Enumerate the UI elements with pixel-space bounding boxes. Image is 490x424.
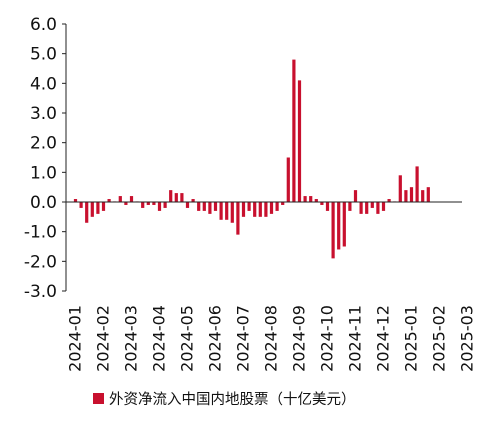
bar xyxy=(331,202,335,259)
bar xyxy=(213,202,218,211)
bar xyxy=(359,202,363,214)
bar xyxy=(297,80,302,202)
bar xyxy=(314,199,318,202)
bar xyxy=(124,202,128,205)
bar xyxy=(163,202,167,208)
bar xyxy=(236,202,240,235)
bar xyxy=(129,196,134,202)
x-tick-label: 2024-08 xyxy=(262,305,281,372)
bar xyxy=(387,199,391,202)
x-tick-label: 2025-03 xyxy=(458,305,477,372)
bar xyxy=(230,202,234,223)
x-tick-label: 2024-12 xyxy=(374,305,393,372)
bar xyxy=(337,202,341,250)
bar xyxy=(258,202,262,217)
bar xyxy=(426,187,430,202)
bar xyxy=(325,202,330,211)
bar xyxy=(185,202,190,208)
bar xyxy=(208,202,212,214)
bar xyxy=(157,202,162,211)
bar xyxy=(73,199,78,202)
bar xyxy=(409,187,414,202)
bar xyxy=(348,202,352,211)
bar xyxy=(85,202,89,223)
bar xyxy=(180,193,184,202)
bar xyxy=(303,196,307,202)
x-tick-label: 2025-02 xyxy=(430,305,449,372)
bar xyxy=(398,175,402,202)
legend: 外资净流入中国内地股票（十亿美元） xyxy=(93,388,356,409)
legend-swatch xyxy=(93,393,104,404)
x-tick-label: 2024-11 xyxy=(346,305,365,372)
bar xyxy=(247,202,251,211)
bar xyxy=(292,59,296,202)
y-tick-label: 3.0 xyxy=(30,104,57,124)
y-tick-label: -2.0 xyxy=(24,252,57,272)
bar xyxy=(286,157,290,202)
bar xyxy=(191,199,195,202)
bar xyxy=(365,202,369,214)
bar xyxy=(415,166,419,202)
y-tick-labels: 6.0 5.0 4.0 3.0 2.0 1.0 0.0 -1.0 -2.0 -3.0 xyxy=(24,15,57,302)
bar xyxy=(202,202,206,211)
bar xyxy=(225,202,229,220)
bar xyxy=(197,202,201,211)
x-tick-label: 2024-05 xyxy=(178,305,197,372)
bar xyxy=(152,202,156,205)
x-tick-label: 2024-02 xyxy=(94,305,113,372)
y-tick-label: 4.0 xyxy=(30,74,57,94)
y-tick-label: -3.0 xyxy=(24,282,57,302)
bar xyxy=(96,202,100,214)
x-tick-label: 2024-01 xyxy=(66,305,85,372)
bar xyxy=(101,202,106,211)
bar xyxy=(404,190,408,202)
y-tick-label: 2.0 xyxy=(30,134,57,154)
y-tick-label: 6.0 xyxy=(30,15,57,35)
x-tick-label: 2024-07 xyxy=(234,305,253,372)
bar xyxy=(219,202,223,220)
bar xyxy=(309,196,313,202)
bar xyxy=(381,202,386,211)
bar xyxy=(141,202,145,208)
bar xyxy=(264,202,268,217)
y-tick-label: 0.0 xyxy=(30,193,57,213)
bar xyxy=(353,190,358,202)
bar xyxy=(342,202,346,247)
bar xyxy=(118,196,122,202)
bar xyxy=(253,202,257,217)
bar xyxy=(275,202,279,211)
bar xyxy=(269,202,274,214)
x-tick-label: 2024-09 xyxy=(290,305,309,372)
axes-group xyxy=(62,23,462,292)
bar xyxy=(370,202,374,208)
bar xyxy=(79,202,83,208)
y-tick-label: 5.0 xyxy=(30,45,57,65)
bar xyxy=(281,202,285,205)
x-tick-label: 2024-10 xyxy=(318,305,337,372)
x-tick-label: 2025-01 xyxy=(402,305,421,372)
y-tick-label: 1.0 xyxy=(30,163,57,183)
bar xyxy=(421,190,425,202)
bar xyxy=(107,199,111,202)
bar xyxy=(241,202,246,217)
bar xyxy=(320,202,324,205)
bar xyxy=(376,202,380,214)
x-tick-label: 2024-04 xyxy=(150,305,169,372)
x-tick-label: 2024-03 xyxy=(122,305,141,372)
x-tick-labels: 2024-01 2024-02 2024-03 2024-04 2024-05 2024-… xyxy=(66,305,477,372)
bar xyxy=(169,190,173,202)
legend-label: 外资净流入中国内地股票（十亿美元） xyxy=(109,392,356,408)
y-tick-label: -1.0 xyxy=(24,223,57,243)
bar xyxy=(146,202,150,205)
bar xyxy=(90,202,94,217)
bar xyxy=(174,193,178,202)
x-tick-label: 2024-06 xyxy=(206,305,225,372)
bars-group xyxy=(73,59,430,259)
